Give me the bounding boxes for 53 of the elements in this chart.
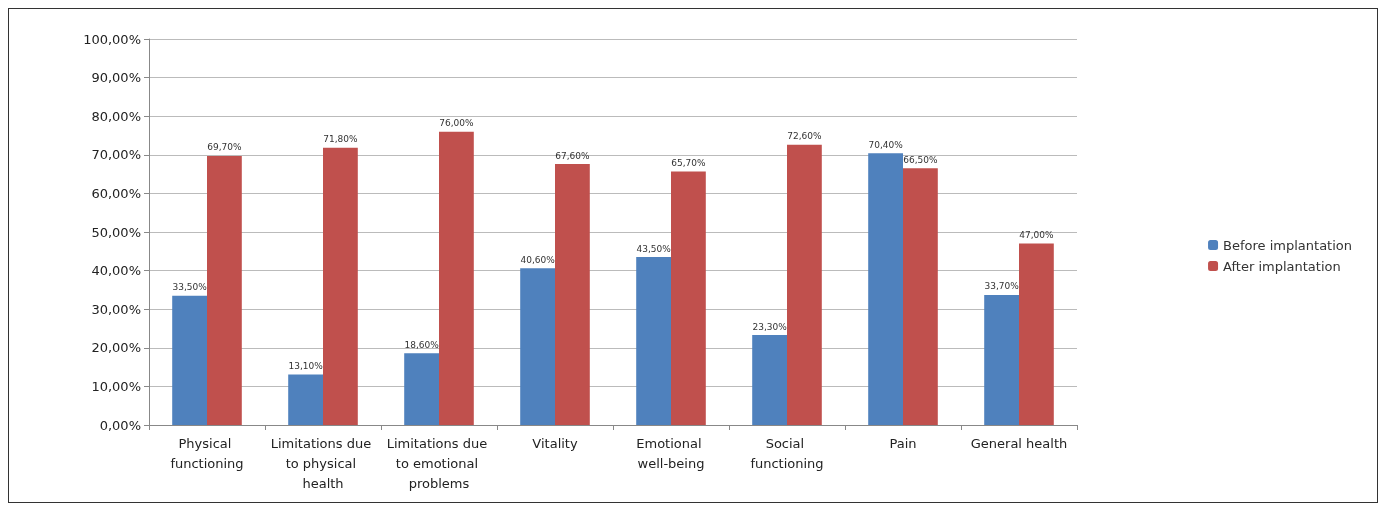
bar (868, 153, 903, 425)
data-label: 23,30% (752, 321, 788, 332)
bar (439, 131, 474, 425)
data-label: 69,70% (207, 142, 242, 153)
y-tick-label: 20,00% (91, 340, 141, 356)
y-tick-label: 10,00% (91, 378, 141, 394)
y-tick-label: 80,00% (91, 108, 141, 124)
bar (288, 374, 323, 425)
x-tick-label: Emotional well-being (636, 435, 706, 471)
bar (520, 268, 555, 425)
bar (903, 168, 938, 425)
data-label: 13,10% (288, 360, 324, 371)
bar (636, 257, 671, 425)
data-label: 66,50% (903, 154, 938, 165)
bar (555, 164, 590, 425)
data-label: 43,50% (636, 243, 672, 254)
y-tick-label: 100,00% (83, 31, 141, 47)
data-label: 47,00% (1019, 230, 1054, 241)
x-tick-label: Limitations due to physical health (270, 435, 376, 491)
x-tick-label: Social functioning (750, 435, 824, 471)
data-label: 76,00% (439, 118, 474, 129)
data-label: 18,60% (404, 339, 440, 350)
bar (404, 353, 439, 425)
legend-label: Before implantation (1223, 237, 1353, 253)
bar (1019, 243, 1054, 425)
x-tick-label: Vitality (532, 435, 578, 451)
data-label: 67,60% (555, 150, 590, 161)
data-label: 40,60% (520, 254, 556, 265)
bar (671, 171, 706, 425)
y-tick-label: 40,00% (91, 263, 141, 279)
bar (984, 294, 1019, 425)
data-label: 71,80% (323, 134, 358, 145)
legend-label: After implantation (1223, 258, 1341, 274)
data-label: 33,70% (984, 281, 1020, 292)
x-tick-label: General health (970, 435, 1068, 451)
x-tick-label: Pain (889, 435, 917, 451)
y-tick-label: 90,00% (91, 70, 141, 86)
y-tick-label: 60,00% (91, 185, 141, 201)
x-tick-label: Physical functioning (170, 435, 244, 471)
data-label: 72,60% (787, 131, 822, 142)
bar (207, 155, 242, 425)
bar (172, 295, 207, 425)
data-label: 65,70% (671, 157, 706, 168)
data-label: 70,40% (868, 139, 904, 150)
x-tick-label: Limitations due to emotional problems (386, 435, 492, 491)
bar (752, 335, 787, 425)
y-tick-label: 0,00% (99, 417, 141, 433)
y-tick-label: 30,00% (91, 301, 141, 317)
bar (323, 147, 358, 425)
y-tick-label: 50,00% (91, 224, 141, 240)
data-label: 33,50% (172, 282, 208, 293)
bar (787, 144, 822, 425)
y-tick-label: 70,00% (91, 147, 141, 163)
